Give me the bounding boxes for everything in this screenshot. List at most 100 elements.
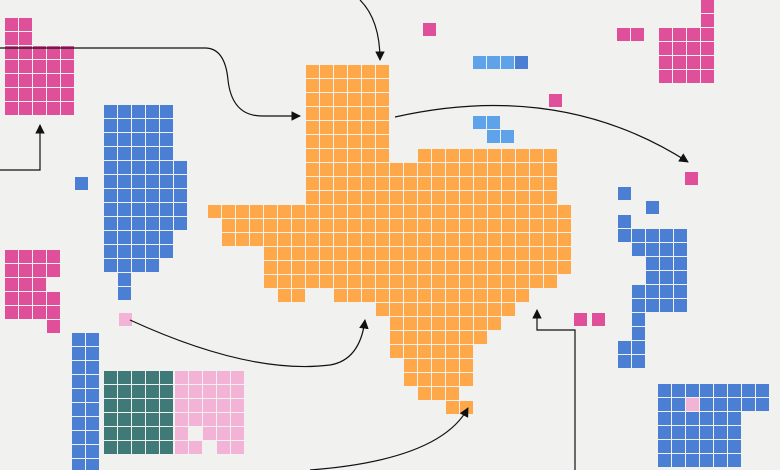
tile xyxy=(72,375,85,388)
tile xyxy=(348,121,361,134)
tile xyxy=(460,275,473,288)
tile xyxy=(334,177,347,190)
tile xyxy=(189,399,202,412)
tile xyxy=(756,384,769,397)
tile xyxy=(376,275,389,288)
tile xyxy=(146,133,159,146)
tile xyxy=(390,233,403,246)
tile xyxy=(632,341,645,354)
tile xyxy=(348,93,361,106)
tile xyxy=(362,121,375,134)
tile xyxy=(222,233,235,246)
tile xyxy=(460,163,473,176)
tile xyxy=(544,205,557,218)
tile xyxy=(390,331,403,344)
tile xyxy=(118,245,131,258)
tile xyxy=(460,373,473,386)
tile xyxy=(278,205,291,218)
tile xyxy=(132,385,145,398)
tile xyxy=(306,135,319,148)
tile xyxy=(320,219,333,232)
tile xyxy=(404,219,417,232)
tile xyxy=(487,56,500,69)
tile xyxy=(320,233,333,246)
tile xyxy=(175,441,188,454)
tile xyxy=(19,250,32,263)
tile xyxy=(686,398,699,411)
tile xyxy=(362,65,375,78)
tile xyxy=(160,203,173,216)
tile xyxy=(160,385,173,398)
tile xyxy=(390,205,403,218)
tile xyxy=(700,454,713,467)
tile xyxy=(432,163,445,176)
tile xyxy=(742,384,755,397)
tile xyxy=(544,261,557,274)
tile xyxy=(19,102,32,115)
tile xyxy=(631,28,644,41)
tile xyxy=(646,271,659,284)
tile xyxy=(446,373,459,386)
tile xyxy=(189,385,202,398)
tile xyxy=(104,175,117,188)
tile xyxy=(674,271,687,284)
tile xyxy=(217,385,230,398)
tile xyxy=(86,375,99,388)
tile xyxy=(72,417,85,430)
tile xyxy=(132,427,145,440)
tile xyxy=(404,289,417,302)
tile xyxy=(460,261,473,274)
tile xyxy=(320,79,333,92)
tile xyxy=(47,46,60,59)
tile xyxy=(390,345,403,358)
tile xyxy=(516,219,529,232)
tile xyxy=(446,275,459,288)
tile xyxy=(617,28,630,41)
tile xyxy=(306,261,319,274)
tile xyxy=(47,306,60,319)
tile xyxy=(362,205,375,218)
tile xyxy=(404,191,417,204)
tile xyxy=(502,289,515,302)
tile xyxy=(488,163,501,176)
tile xyxy=(236,233,249,246)
tile xyxy=(320,149,333,162)
tile xyxy=(320,191,333,204)
tile xyxy=(659,42,672,55)
tile xyxy=(544,247,557,260)
tile xyxy=(488,177,501,190)
tile xyxy=(658,384,671,397)
tile xyxy=(530,177,543,190)
tile xyxy=(5,102,18,115)
tile xyxy=(104,245,117,258)
tile xyxy=(306,163,319,176)
tile xyxy=(632,313,645,326)
tile xyxy=(700,412,713,425)
tile xyxy=(502,149,515,162)
tile xyxy=(362,261,375,274)
tile xyxy=(86,333,99,346)
tile xyxy=(217,413,230,426)
tile xyxy=(646,243,659,256)
tile xyxy=(446,387,459,400)
tile xyxy=(390,163,403,176)
tile xyxy=(502,205,515,218)
tile xyxy=(618,355,631,368)
tile xyxy=(473,56,486,69)
tile xyxy=(160,231,173,244)
tile xyxy=(61,74,74,87)
tile xyxy=(348,247,361,260)
tile xyxy=(488,261,501,274)
tile xyxy=(544,191,557,204)
tile xyxy=(33,102,46,115)
tile xyxy=(348,233,361,246)
tile xyxy=(418,177,431,190)
tile xyxy=(714,426,727,439)
tile xyxy=(86,347,99,360)
tile xyxy=(334,107,347,120)
tile xyxy=(278,275,291,288)
tile xyxy=(5,32,18,45)
tile xyxy=(376,289,389,302)
tile xyxy=(404,275,417,288)
tile xyxy=(558,233,571,246)
